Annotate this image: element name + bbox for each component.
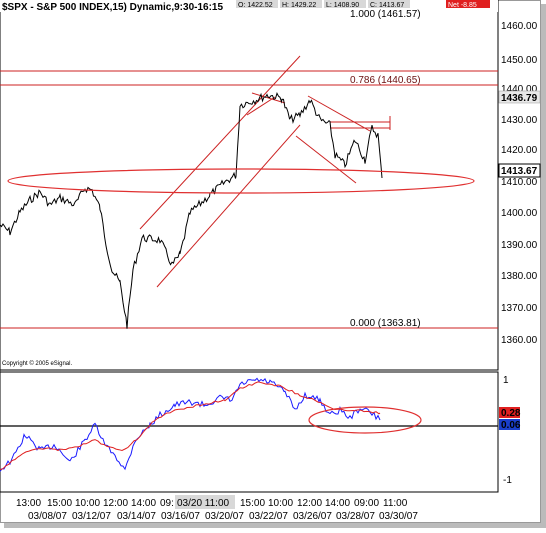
quote-high: H: 1429.22 — [282, 2, 316, 9]
date-label-3: 03/16/07 — [161, 511, 200, 522]
quote-box-close — [368, 0, 410, 8]
indicator-plot-area[interactable] — [0, 371, 499, 493]
indicator-value-red: 0.28 — [501, 408, 521, 419]
chart-title: $SPX - S&P 500 INDEX,15) Dynamic,9:30-16… — [2, 2, 223, 13]
time-label-10: 14:00 — [325, 498, 350, 509]
wedge-bottom-line[interactable] — [246, 96, 276, 116]
date-label-0: 03/08/07 — [28, 511, 67, 522]
indicator-tick-top: 1 — [503, 375, 509, 386]
price-tick-1360: 1360.00 — [501, 335, 538, 346]
price-tag-last: 1413.67 — [501, 166, 538, 177]
date-label-8: 03/30/07 — [379, 511, 418, 522]
quote-close: C: 1413.67 — [370, 2, 404, 9]
time-label-4: 14:00 — [131, 498, 156, 509]
fib-label-000: 0.000 (1363.81) — [350, 318, 421, 329]
net-change-badge — [446, 0, 490, 8]
time-label-12: 11:00 — [383, 498, 408, 509]
indicator-value-red-box — [499, 407, 520, 418]
net-change-text: Net -8.85 — [448, 2, 477, 9]
time-label-0: 13:00 — [16, 498, 41, 509]
window-shadow-bottom — [4, 523, 546, 528]
date-label-2: 03/14/07 — [117, 511, 156, 522]
time-label-11: 09:00 — [354, 498, 379, 509]
price-tag-top-box — [498, 90, 541, 104]
window-shadow-right — [541, 4, 546, 528]
time-label-9: 12:00 — [297, 498, 322, 509]
support-ellipse[interactable] — [7, 168, 475, 194]
price-tick-1410: 1410.00 — [501, 177, 538, 188]
indicator-blue-line — [0, 377, 381, 472]
price-tick-1370: 1370.00 — [501, 303, 538, 314]
quote-box-high — [280, 0, 322, 8]
time-label-8: 10:00 — [268, 498, 293, 509]
date-label-6: 03/26/07 — [293, 511, 332, 522]
indicator-value-blue: 0.06 — [501, 420, 521, 431]
quote-box-open — [236, 0, 278, 8]
indicator-red-line — [0, 381, 381, 471]
quote-open: O: 1422.52 — [238, 2, 273, 9]
price-tick-1450: 1450.00 — [501, 55, 538, 66]
fib-label-786: 0.786 (1440.65) — [350, 75, 421, 86]
price-series-line — [0, 91, 383, 329]
price-plot-area[interactable] — [0, 0, 499, 371]
time-label-2: 10:00 — [75, 498, 100, 509]
date-label-5: 03/22/07 — [249, 511, 288, 522]
price-tick-1440: 1440.00 — [501, 84, 538, 95]
time-label-6: 03/20 11:00 — [177, 498, 230, 509]
price-tag-top: 1436.79 — [501, 93, 538, 104]
price-tick-1420: 1420.00 — [501, 145, 538, 156]
channel-upper-line[interactable] — [139, 55, 301, 230]
price-axis: 1460.00 1450.00 1440.00 1430.00 1420.00 … — [501, 21, 538, 346]
date-label-7: 03/28/07 — [336, 511, 375, 522]
price-tick-1390: 1390.00 — [501, 240, 538, 251]
time-label-5: 09: — [160, 498, 174, 509]
time-label-7: 15:00 — [240, 498, 265, 509]
time-label-1: 15:00 — [47, 498, 72, 509]
price-tick-1380: 1380.00 — [501, 271, 538, 282]
indicator-ellipse[interactable] — [308, 406, 422, 434]
indicator-value-blue-box — [499, 419, 520, 430]
quote-box-low — [324, 0, 366, 8]
time-axis: 13:00 15:00 10:00 12:00 14:00 09: 03/20 … — [16, 495, 418, 522]
date-label-4: 03/20/07 — [205, 511, 244, 522]
copyright-text: Copyright © 2005 eSignal. — [2, 360, 72, 367]
price-tick-1400: 1400.00 — [501, 208, 538, 219]
price-tick-1460: 1460.00 — [501, 21, 538, 32]
channel-lower-line[interactable] — [156, 124, 301, 288]
date-label-1: 03/12/07 — [72, 511, 111, 522]
wedge-top-line[interactable] — [251, 92, 286, 104]
fib-label-1000: 1.000 (1461.57) — [350, 9, 421, 20]
price-tick-1430: 1430.00 — [501, 115, 538, 126]
price-tag-last-box — [498, 163, 541, 178]
down-channel-upper[interactable] — [307, 95, 371, 132]
quote-low: L: 1408.90 — [326, 2, 359, 9]
down-channel-lower[interactable] — [295, 135, 357, 184]
time-cursor-box — [175, 495, 235, 509]
time-label-3: 12:00 — [103, 498, 128, 509]
indicator-tick-bottom: -1 — [503, 475, 512, 486]
